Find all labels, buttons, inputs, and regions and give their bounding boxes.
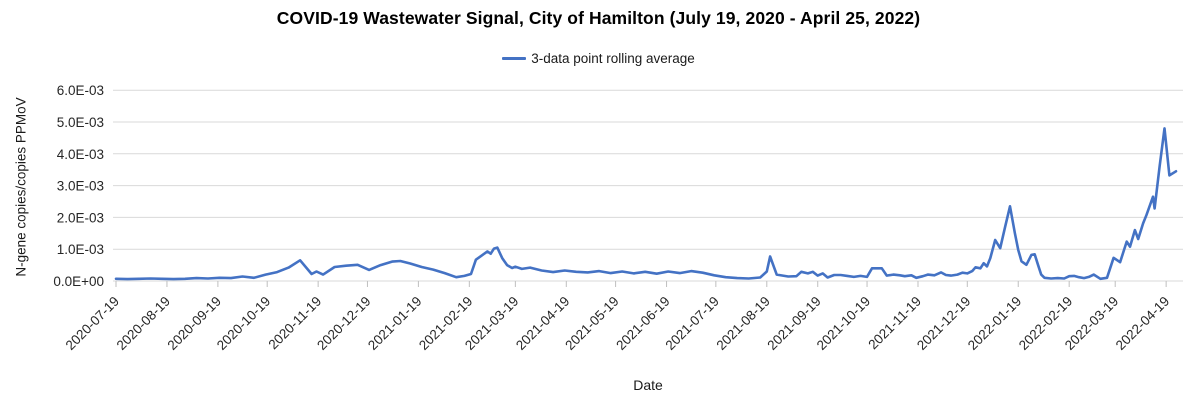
- y-tick-label: 0.0E+00: [53, 274, 104, 289]
- x-tick-label: 2021-01-19: [365, 294, 424, 353]
- series-line-3-data-point-rolling-average: [114, 127, 1178, 281]
- y-tick-label: 2.0E-03: [57, 210, 104, 225]
- x-tick-label: 2020-10-19: [214, 294, 273, 353]
- x-tick-label: 2020-08-19: [114, 294, 173, 353]
- y-tick-label: 3.0E-03: [57, 179, 104, 194]
- x-tick-label: 2021-07-19: [663, 294, 722, 353]
- x-tick-label: 2021-05-19: [562, 294, 621, 353]
- x-tick-label: 2020-12-19: [314, 294, 373, 353]
- x-tick-label: 2021-10-19: [814, 294, 873, 353]
- legend-label: 3-data point rolling average: [531, 50, 695, 66]
- x-tick-label: 2021-12-19: [914, 294, 973, 353]
- x-tick-label: 2020-07-19: [63, 294, 122, 353]
- legend-line-swatch: [502, 56, 527, 60]
- x-tick-label: 2021-08-19: [713, 294, 772, 353]
- y-tick-label: 4.0E-03: [57, 147, 104, 162]
- x-tick-label: 2022-04-19: [1113, 294, 1172, 353]
- y-tick-label: 6.0E-03: [57, 83, 104, 98]
- x-tick-label: 2022-01-19: [965, 294, 1024, 353]
- chart-title: COVID-19 Wastewater Signal, City of Hami…: [276, 8, 921, 28]
- x-axis-title: Date: [633, 377, 663, 393]
- y-tick-label: 1.0E-03: [57, 242, 104, 257]
- y-tick-label: 5.0E-03: [57, 115, 104, 130]
- chart-legend: 3-data point rolling average: [0, 49, 1197, 67]
